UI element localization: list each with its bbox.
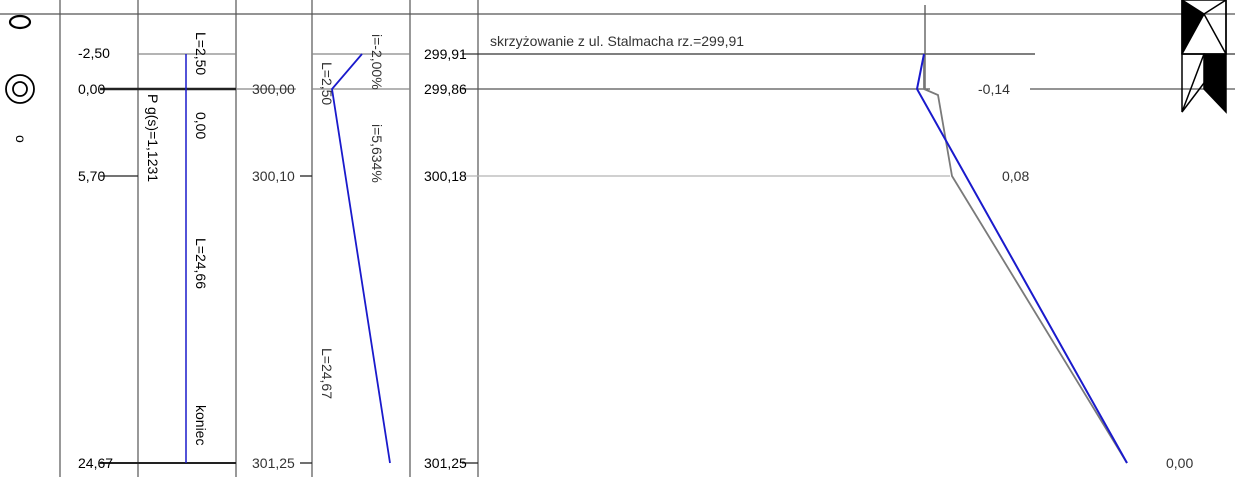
length-top-label: L=2,50 bbox=[193, 32, 209, 75]
end-label: koniec bbox=[193, 405, 209, 445]
terrain-elevation-3: 300,18 bbox=[424, 168, 467, 184]
profile-reference-lines bbox=[462, 5, 1235, 177]
grade-length-top-label: L=2,50 bbox=[319, 62, 335, 105]
terrain-elevation-4: 301,25 bbox=[424, 455, 467, 471]
diff-label-2: 0,08 bbox=[1002, 168, 1029, 184]
small-o-label: o bbox=[13, 135, 29, 143]
station-label-3: 5,70 bbox=[78, 168, 105, 184]
terrain-elevation-2: 299,86 bbox=[424, 81, 467, 97]
elevation-label-3: 301,25 bbox=[252, 455, 295, 471]
elevation-label-1: 300,00 bbox=[252, 81, 295, 97]
grade-top-label: i=-2,00% bbox=[369, 34, 385, 90]
grade-line bbox=[331, 53, 391, 464]
slope-label: P g(s)=1,1231 bbox=[145, 94, 161, 182]
station-label-1: -2,50 bbox=[78, 45, 110, 61]
zero-label: 0,00 bbox=[193, 112, 209, 139]
design-line bbox=[915, 53, 1128, 464]
length-main-label: L=24,66 bbox=[193, 238, 209, 289]
elevation-label-2: 300,10 bbox=[252, 168, 295, 184]
terrain-line bbox=[923, 54, 1128, 464]
letter-o-symbol bbox=[8, 14, 32, 30]
diff-label-3: 0,00 bbox=[1166, 455, 1193, 471]
terrain-elevation-1: 299,91 bbox=[424, 46, 467, 62]
intersection-label: skrzyżowanie z ul. Stalmacha rz.=299,91 bbox=[490, 33, 744, 49]
station-ticks bbox=[100, 53, 478, 464]
diff-label-1: -0,14 bbox=[978, 81, 1010, 97]
grade-main-label: i=5,634% bbox=[369, 124, 385, 183]
station-label-4: 24,67 bbox=[78, 455, 113, 471]
compass-emblem-icon bbox=[1181, 0, 1227, 114]
station-label-2: 0,00 bbox=[78, 81, 105, 97]
grade-length-main-label: L=24,67 bbox=[319, 348, 335, 399]
target-icon bbox=[5, 74, 35, 104]
